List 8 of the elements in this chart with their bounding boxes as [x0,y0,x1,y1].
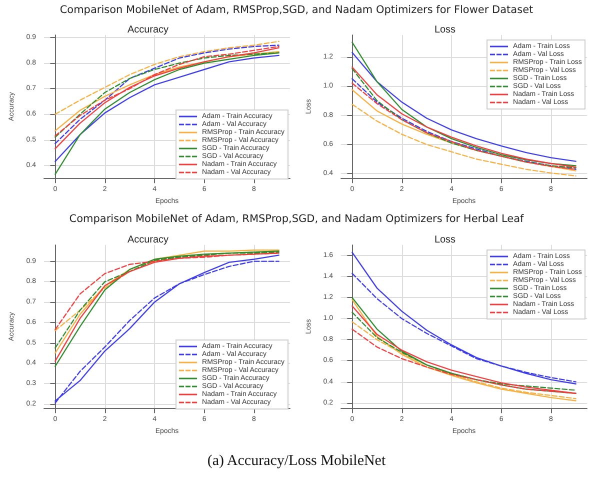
line-series [352,104,576,177]
chart-title: Loss [434,234,456,246]
chart-title: Accuracy [127,234,169,246]
chart-title: Accuracy [127,24,169,36]
chart-title: Loss [434,24,456,36]
text: Comparison MobileNet of Adam, RMSProp,SGD, and Nadam Optimizers for Herbal Leaf [68,213,525,225]
text: (a) Accuracy/Loss MobileNet [206,453,387,470]
text: Comparison MobileNet of Adam, RMSProp,SGD, and Nadam Optimizers for Flower Dataset [58,4,534,16]
